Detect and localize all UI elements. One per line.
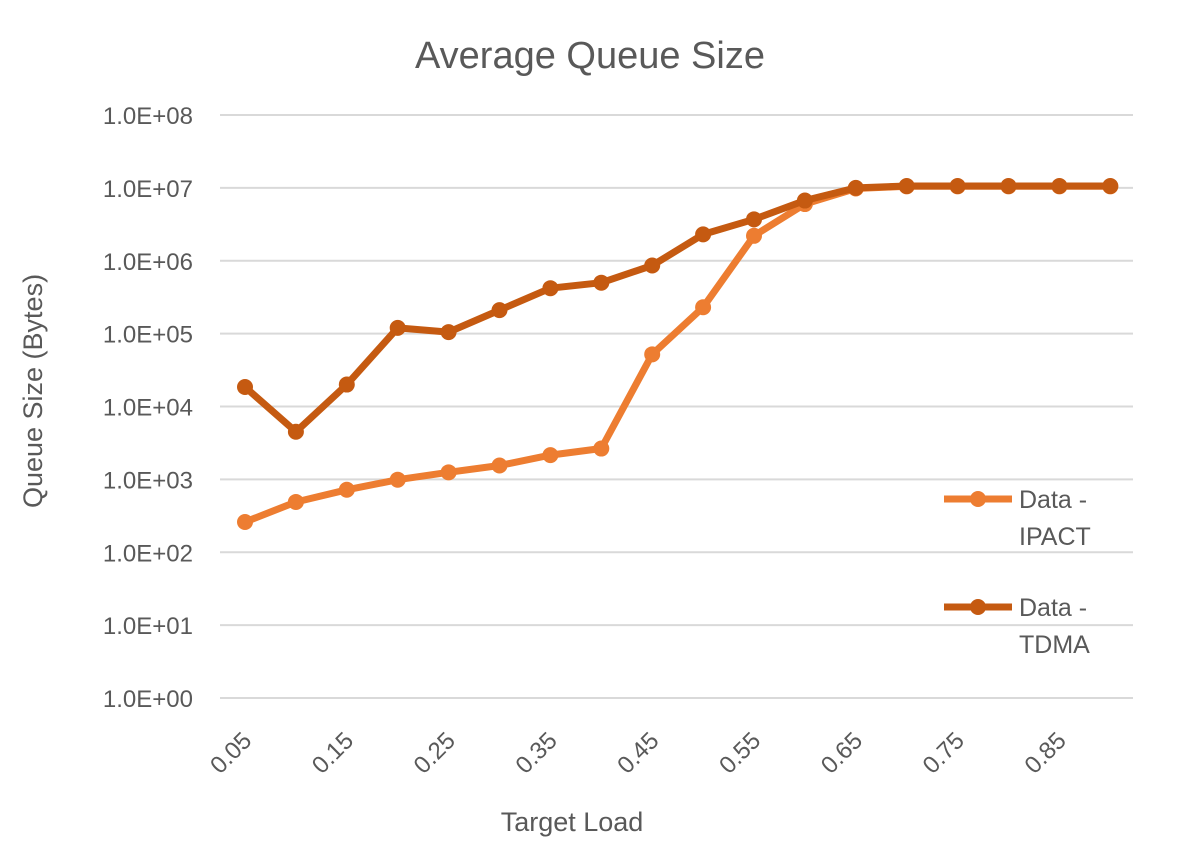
y-tick-label: 1.0E+03 — [103, 467, 193, 494]
data-point — [440, 324, 457, 341]
data-point — [593, 440, 610, 457]
legend-item: Data - TDMA — [944, 594, 1090, 659]
data-point — [1102, 178, 1119, 195]
data-point — [746, 211, 762, 228]
data-point — [237, 379, 253, 396]
y-tick-label: 1.0E+06 — [103, 249, 193, 276]
x-tick-label: 0.55 — [714, 727, 766, 779]
chart-title: Average Queue Size — [415, 35, 765, 77]
data-point — [1000, 178, 1017, 195]
data-point — [287, 423, 304, 440]
x-tick-label: 0.75 — [918, 727, 970, 779]
legend-item: Data - IPACT — [944, 486, 1091, 551]
x-tick-label: 0.65 — [816, 727, 868, 779]
series-group — [237, 178, 1119, 531]
x-tick-label: 0.35 — [511, 727, 563, 779]
data-point — [287, 493, 304, 510]
x-tick-label: 0.45 — [612, 727, 664, 779]
y-axis-title: Queue Size (Bytes) — [18, 274, 48, 508]
y-axis-ticks: 1.0E+00 1.0E+01 1.0E+02 1.0E+03 1.0E+04 1.0E+… — [103, 103, 193, 713]
data-point — [440, 464, 457, 481]
y-tick-label: 1.0E+01 — [103, 613, 193, 640]
legend-label: Data - — [1019, 486, 1087, 514]
y-tick-label: 1.0E+08 — [103, 103, 193, 130]
data-point — [796, 192, 813, 209]
data-point — [593, 274, 610, 291]
legend: Data - IPACT Data - TDMA — [944, 486, 1091, 659]
data-point — [491, 302, 508, 319]
data-point — [491, 457, 508, 474]
data-point — [695, 226, 712, 243]
gridlines — [220, 114, 1133, 699]
data-point — [644, 346, 661, 363]
x-tick-label: 0.15 — [307, 727, 359, 779]
y-tick-label: 1.0E+04 — [103, 395, 193, 422]
x-tick-label: 0.85 — [1020, 727, 1072, 779]
y-tick-label: 1.0E+05 — [103, 322, 193, 349]
y-tick-label: 1.0E+00 — [103, 686, 193, 713]
data-point — [1051, 178, 1068, 195]
data-point — [746, 227, 762, 244]
data-point — [695, 299, 712, 316]
legend-swatch-marker — [970, 599, 986, 615]
x-axis-title: Target Load — [501, 807, 644, 837]
x-tick-label: 0.25 — [409, 727, 461, 779]
legend-label: Data - — [1019, 594, 1087, 622]
x-tick-label: 0.05 — [205, 727, 257, 779]
data-point — [389, 471, 406, 488]
series-line — [241, 182, 1114, 436]
data-point — [389, 319, 406, 336]
data-point — [847, 179, 864, 196]
data-point — [338, 376, 355, 393]
y-tick-label: 1.0E+02 — [103, 540, 193, 567]
data-point — [949, 178, 966, 195]
data-point — [898, 178, 915, 195]
y-tick-label: 1.0E+07 — [103, 176, 193, 203]
legend-label: IPACT — [1019, 523, 1091, 551]
legend-swatch-marker — [970, 491, 986, 507]
series-ipact — [237, 178, 1119, 531]
data-point — [542, 447, 559, 464]
legend-label: TDMA — [1019, 631, 1090, 659]
x-axis-ticks: 0.05 0.15 0.25 0.35 0.45 0.55 0.65 0.75 0.85 — [205, 727, 1072, 779]
series-tdma — [237, 178, 1119, 440]
data-point — [338, 481, 355, 498]
data-point — [644, 257, 661, 274]
data-point — [237, 514, 253, 531]
data-point — [542, 280, 559, 297]
